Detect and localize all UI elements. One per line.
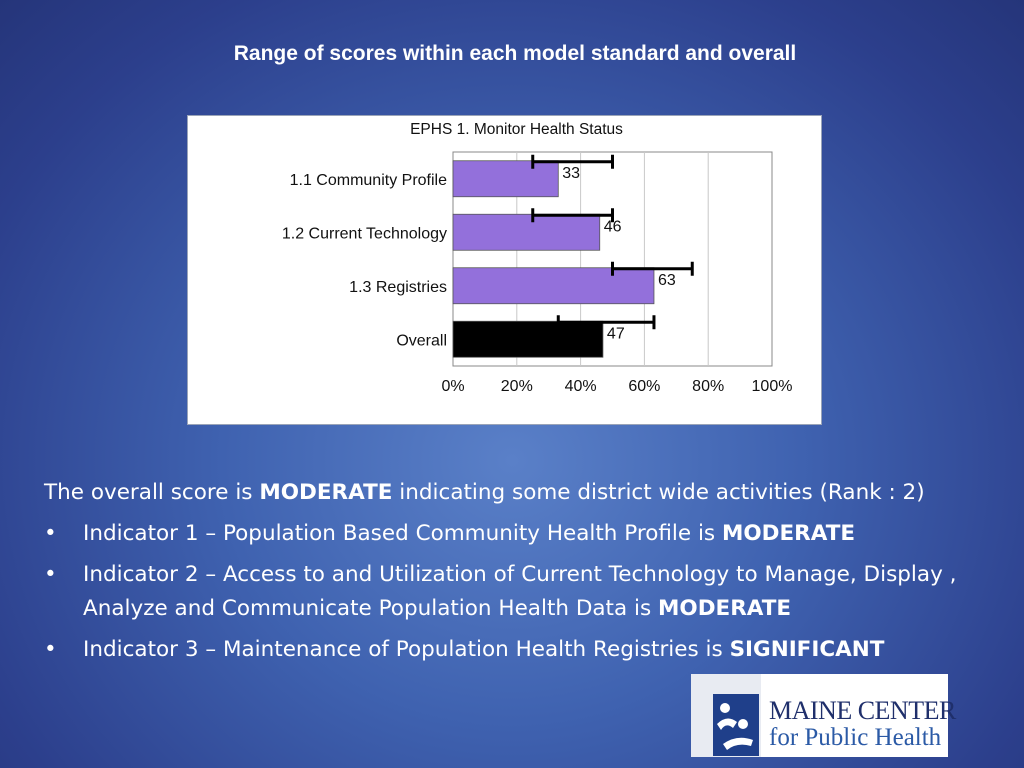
data-label: 46: [604, 218, 622, 235]
category-label: 1.1 Community Profile: [290, 172, 447, 189]
lead-rating: MODERATE: [259, 480, 393, 505]
indicator-text: Indicator 1 – Population Based Community…: [83, 521, 722, 546]
lead-suffix: indicating some district wide activities…: [392, 480, 925, 505]
indicator-item-2: • Indicator 2 – Access to and Utilization…: [44, 558, 994, 626]
indicator-rating: MODERATE: [721, 521, 856, 546]
category-label: Overall: [396, 332, 447, 349]
indicator-rating: SIGNIFICANT: [729, 637, 885, 662]
indicator-list: • Indicator 1 – Population Based Communit…: [44, 517, 994, 667]
x-tick-label: 80%: [692, 378, 724, 395]
bar-chart: EPHS 1. Monitor Health Status 0% 20% 40% 60%…: [282, 121, 793, 395]
bar: [452, 160, 559, 198]
x-tick-label: 40%: [565, 378, 597, 395]
indicator-text: Indicator 2 – Access to and Utilization …: [83, 562, 957, 621]
maine-center-logo: MAINE CENTER for Public Health: [691, 674, 956, 757]
slide-title: Range of scores within each model standa…: [233, 42, 797, 65]
x-tick-label: 100%: [752, 378, 793, 395]
category-label: 1.3 Registries: [349, 279, 447, 296]
indicator-rating: MODERATE: [658, 596, 792, 621]
overall-summary: The overall score is MODERATE indicating…: [44, 476, 994, 510]
bullet-icon: •: [44, 562, 57, 587]
chart-title: EPHS 1. Monitor Health Status: [410, 121, 623, 138]
category-label: 1.2 Current Technology: [282, 225, 447, 242]
x-tick-label: 0%: [441, 378, 464, 395]
data-label: 47: [607, 325, 625, 342]
x-tick-label: 60%: [628, 378, 660, 395]
chart-panel: EPHS 1. Monitor Health Status 0% 20% 40% 60%…: [187, 115, 822, 425]
logo-text-line1: MAINE CENTER: [769, 696, 956, 725]
bullet-icon: •: [44, 521, 57, 546]
data-label: 63: [658, 272, 676, 289]
bar: [452, 320, 604, 358]
indicator-item-3: • Indicator 3 – Maintenance of Population…: [44, 633, 994, 667]
indicator-item-1: • Indicator 1 – Population Based Communit…: [44, 517, 994, 551]
data-label: 33: [562, 165, 580, 182]
body-text: The overall score is MODERATE indicating…: [44, 476, 994, 674]
bar: [452, 267, 655, 305]
indicator-text: Indicator 3 – Maintenance of Population …: [83, 637, 730, 662]
lead-prefix: The overall score is: [44, 480, 260, 505]
people-emblem-icon: [713, 694, 759, 756]
bullet-icon: •: [44, 637, 57, 662]
bar: [452, 213, 601, 251]
x-tick-label: 20%: [501, 378, 533, 395]
logo-text-line2: for Public Health: [769, 724, 942, 751]
